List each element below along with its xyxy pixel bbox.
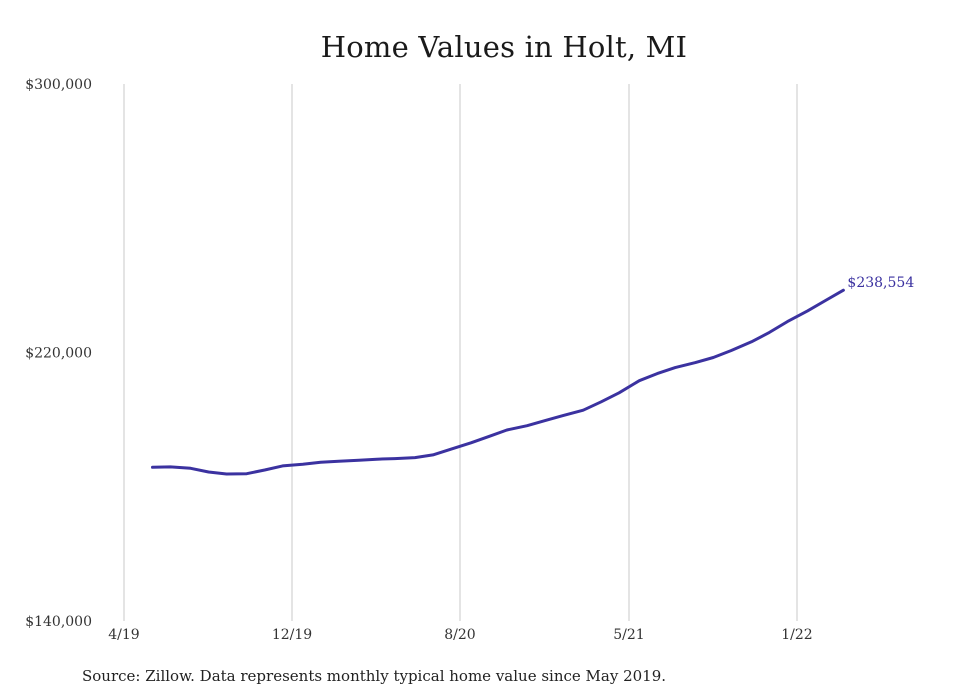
x-tick-label: 4/19 <box>108 627 139 643</box>
x-tick-label: 8/20 <box>444 627 475 643</box>
source-note: Source: Zillow. Data represents monthly … <box>82 667 667 685</box>
x-axis-ticks: 4/19 12/19 8/20 5/21 1/22 <box>108 627 812 643</box>
y-axis-ticks: $140,000 $220,000 $300,000 <box>25 77 92 630</box>
end-value-label: $238,554 <box>847 275 914 291</box>
y-tick-label: $140,000 <box>25 614 92 630</box>
x-tick-label: 5/21 <box>613 627 644 643</box>
series-layer <box>151 288 845 476</box>
x-tick-label: 12/19 <box>272 627 312 643</box>
data-labels: $238,554 <box>847 275 914 291</box>
y-tick-label: $220,000 <box>25 346 92 362</box>
y-tick-label: $300,000 <box>25 77 92 93</box>
series-line <box>151 288 845 476</box>
x-tick-label: 1/22 <box>781 627 812 643</box>
gridlines <box>123 84 798 621</box>
chart-title: Home Values in Holt, MI <box>320 30 688 64</box>
